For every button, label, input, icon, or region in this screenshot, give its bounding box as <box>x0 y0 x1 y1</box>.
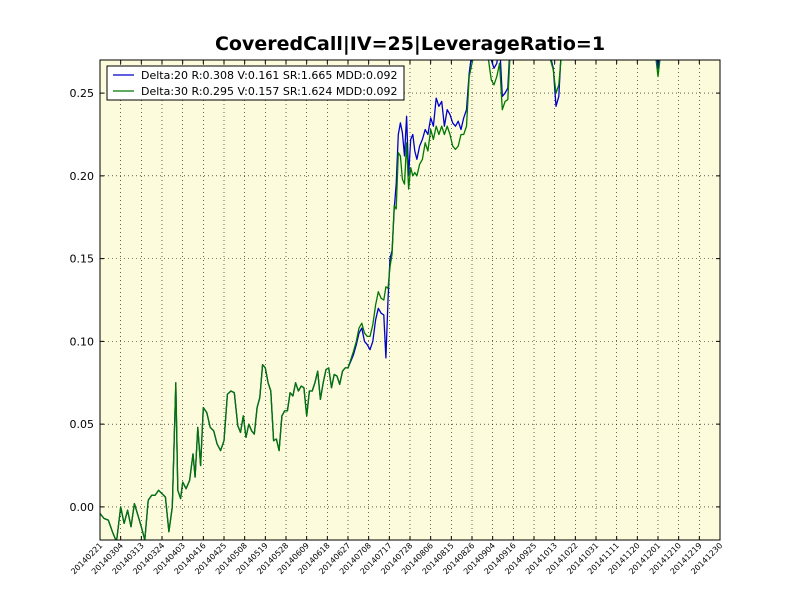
plot-frame <box>99 59 721 541</box>
legend-label-2: Delta:30 R:0.295 V:0.157 SR:1.624 MDD:0.… <box>141 85 397 98</box>
y-tick-label: 0.00 <box>70 501 95 514</box>
y-tick-label: 0.05 <box>70 418 95 431</box>
y-tick-label: 0.20 <box>70 170 95 183</box>
legend-label-1: Delta:20 R:0.308 V:0.161 SR:1.665 MDD:0.… <box>141 69 397 82</box>
series-line-2 <box>100 60 661 540</box>
chart-title: CoveredCall|IV=25|LeverageRatio=1 <box>214 33 606 55</box>
y-tick-label: 0.15 <box>70 253 95 266</box>
y-tick-label: 0.25 <box>70 87 95 100</box>
legend-box <box>106 65 405 101</box>
y-tick-label: 0.10 <box>70 335 95 348</box>
